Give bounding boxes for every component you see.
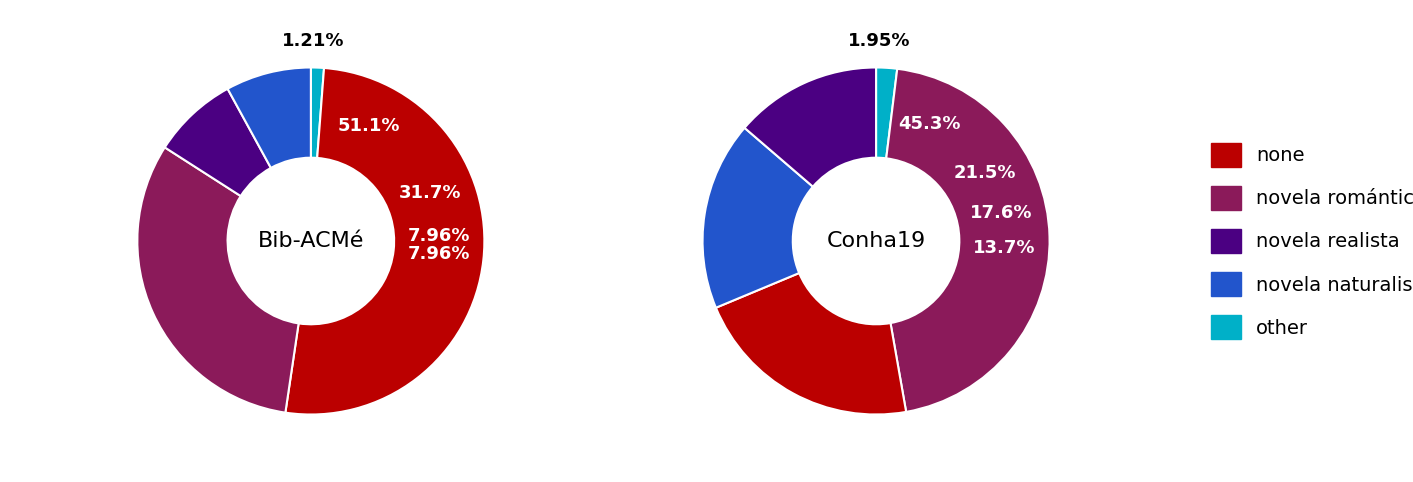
Wedge shape bbox=[702, 128, 812, 308]
Text: 7.96%: 7.96% bbox=[408, 228, 471, 245]
Text: 31.7%: 31.7% bbox=[398, 184, 461, 202]
Text: 13.7%: 13.7% bbox=[974, 239, 1036, 257]
Text: 21.5%: 21.5% bbox=[954, 164, 1016, 182]
Text: 45.3%: 45.3% bbox=[899, 115, 961, 133]
Wedge shape bbox=[137, 147, 298, 413]
Wedge shape bbox=[886, 69, 1050, 412]
Text: Bib-ACMé: Bib-ACMé bbox=[257, 231, 365, 251]
Wedge shape bbox=[745, 67, 876, 187]
Wedge shape bbox=[165, 89, 271, 196]
Text: 1.21%: 1.21% bbox=[281, 32, 345, 51]
Legend: none, novela romántica, novela realista, novela naturalista, other: none, novela romántica, novela realista,… bbox=[1204, 135, 1413, 347]
Wedge shape bbox=[285, 68, 485, 415]
Text: 7.96%: 7.96% bbox=[407, 245, 471, 263]
Text: 17.6%: 17.6% bbox=[971, 204, 1033, 222]
Wedge shape bbox=[227, 67, 311, 168]
Wedge shape bbox=[716, 273, 906, 415]
Text: 1.95%: 1.95% bbox=[848, 32, 911, 51]
Wedge shape bbox=[876, 67, 897, 158]
Wedge shape bbox=[311, 67, 324, 158]
Text: 51.1%: 51.1% bbox=[338, 117, 400, 135]
Text: Conha19: Conha19 bbox=[827, 231, 926, 251]
